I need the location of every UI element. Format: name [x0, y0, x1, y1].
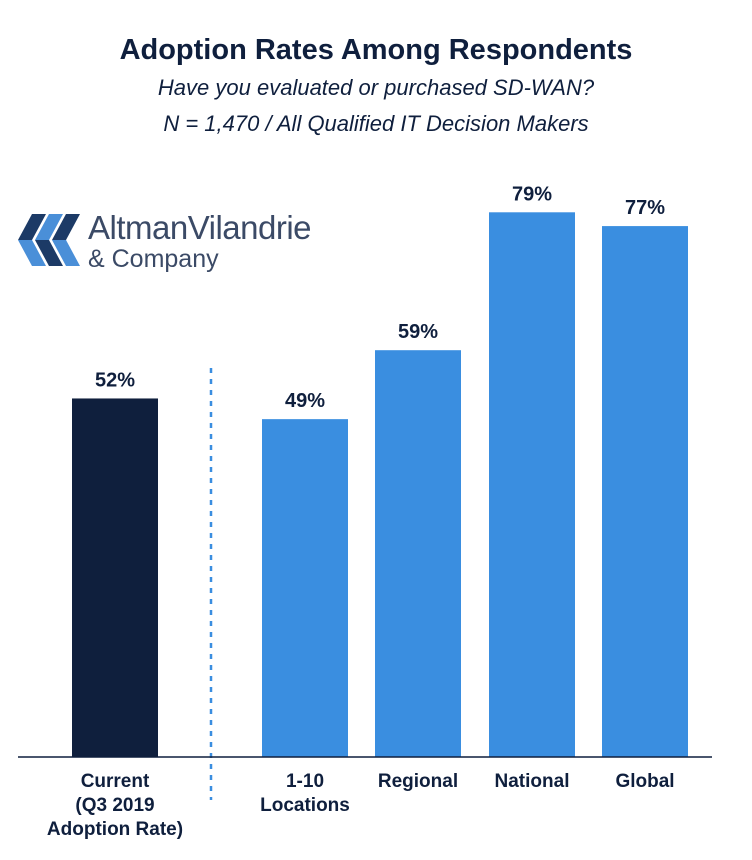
category-label-2-line-1: 1-10 [286, 771, 324, 792]
category-label-2-line-2: Locations [260, 795, 350, 816]
data-label-5: 77% [625, 197, 665, 219]
logo-wordmark: AltmanVilandrie & Company [88, 209, 312, 273]
logo-subname: & Company [88, 245, 219, 273]
chart-header: Adoption Rates Among Respondents Have yo… [0, 30, 752, 142]
category-label-1-line-2: (Q3 2019 [75, 795, 154, 816]
bar-1 [72, 398, 158, 757]
data-label-1: 52% [95, 369, 135, 391]
bar-3 [375, 350, 461, 757]
category-label-4-line-1: National [495, 771, 570, 792]
category-label-1-line-3: Adoption Rate) [47, 819, 183, 840]
bar-2 [262, 419, 348, 757]
chart-title: Adoption Rates Among Respondents [119, 34, 633, 66]
logo-name: AltmanVilandrie [88, 209, 312, 246]
chart-subtitle: Have you evaluated or purchased SD-WAN? [157, 75, 595, 100]
data-label-4: 79% [512, 183, 552, 205]
category-label-1-line-1: Current [81, 771, 150, 792]
company-logo: AltmanVilandrie & Company [18, 210, 348, 276]
chart-sample-note: N = 1,470 / All Qualified IT Decision Ma… [163, 111, 589, 136]
data-label-3: 59% [398, 321, 438, 343]
bar-5 [602, 226, 688, 757]
data-label-2: 49% [285, 390, 325, 412]
altman-vilandrie-logo-icon [18, 214, 80, 266]
category-label-5-line-1: Global [615, 771, 674, 792]
category-label-3-line-1: Regional [378, 771, 458, 792]
bar-4 [489, 212, 575, 758]
